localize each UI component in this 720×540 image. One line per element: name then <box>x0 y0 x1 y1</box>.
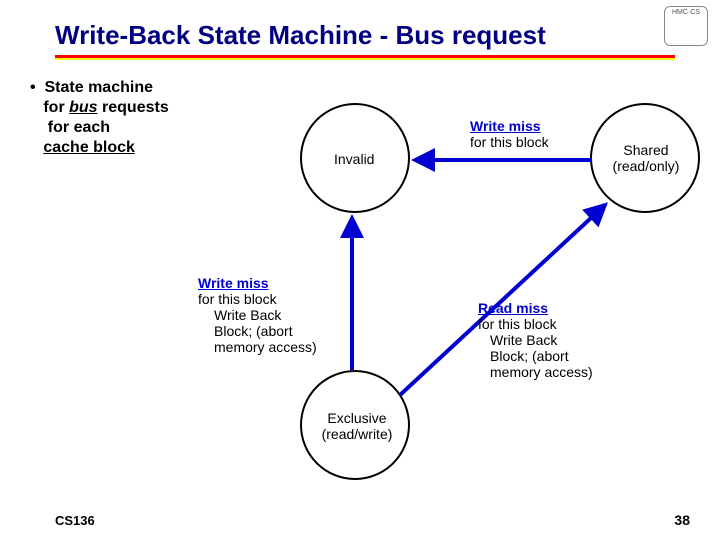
bullet-line2-post: requests <box>98 99 169 116</box>
state-exclusive-label: Exclusive (read/write) <box>318 410 396 442</box>
footer-course: CS136 <box>55 513 95 528</box>
state-invalid-label: Invalid <box>334 151 374 167</box>
trans-e2i-l5: memory access) <box>214 339 317 355</box>
state-shared-label: Shared (read/only) <box>610 142 682 174</box>
trans-s2i-l2: for this block <box>470 134 549 150</box>
state-exclusive-l2: (read/write) <box>322 426 393 442</box>
corner-logo: HMC·CS <box>664 6 708 46</box>
trans-e2i-l1: Write miss <box>198 275 269 291</box>
trans-exclusive-to-invalid: Write miss for this block Write Back Blo… <box>198 275 317 355</box>
state-exclusive-l1: Exclusive <box>327 410 386 426</box>
trans-exclusive-to-shared: Read miss for this block Write Back Bloc… <box>478 300 593 380</box>
bullet-line2-pre: for <box>43 99 69 116</box>
footer-page-number: 38 <box>674 512 690 528</box>
slide-title: Write-Back State Machine - Bus request <box>55 20 546 51</box>
bullet-line1: State machine <box>45 79 153 96</box>
title-underline <box>55 55 675 60</box>
bullet-line2-em: bus <box>69 99 97 116</box>
bullet-line4: cache block <box>43 139 135 156</box>
state-shared-l2: (read/only) <box>613 158 680 174</box>
state-shared-l1: Shared <box>623 142 668 158</box>
trans-s2i-l1: Write miss <box>470 118 541 134</box>
trans-e2i-l3: Write Back <box>214 307 281 323</box>
trans-e2s-l5: memory access) <box>490 364 593 380</box>
trans-e2s-l4: Block; (abort <box>490 348 569 364</box>
trans-shared-to-invalid: Write miss for this block <box>470 118 549 150</box>
trans-e2s-l1: Read miss <box>478 300 548 316</box>
bullet-line3: for each <box>43 119 110 136</box>
trans-e2s-l2: for this block <box>478 316 557 332</box>
trans-e2s-l3: Write Back <box>490 332 557 348</box>
trans-e2i-l4: Block; (abort <box>214 323 293 339</box>
trans-e2i-l2: for this block <box>198 291 277 307</box>
bullet-text: • State machine for bus requests for eac… <box>30 78 169 158</box>
